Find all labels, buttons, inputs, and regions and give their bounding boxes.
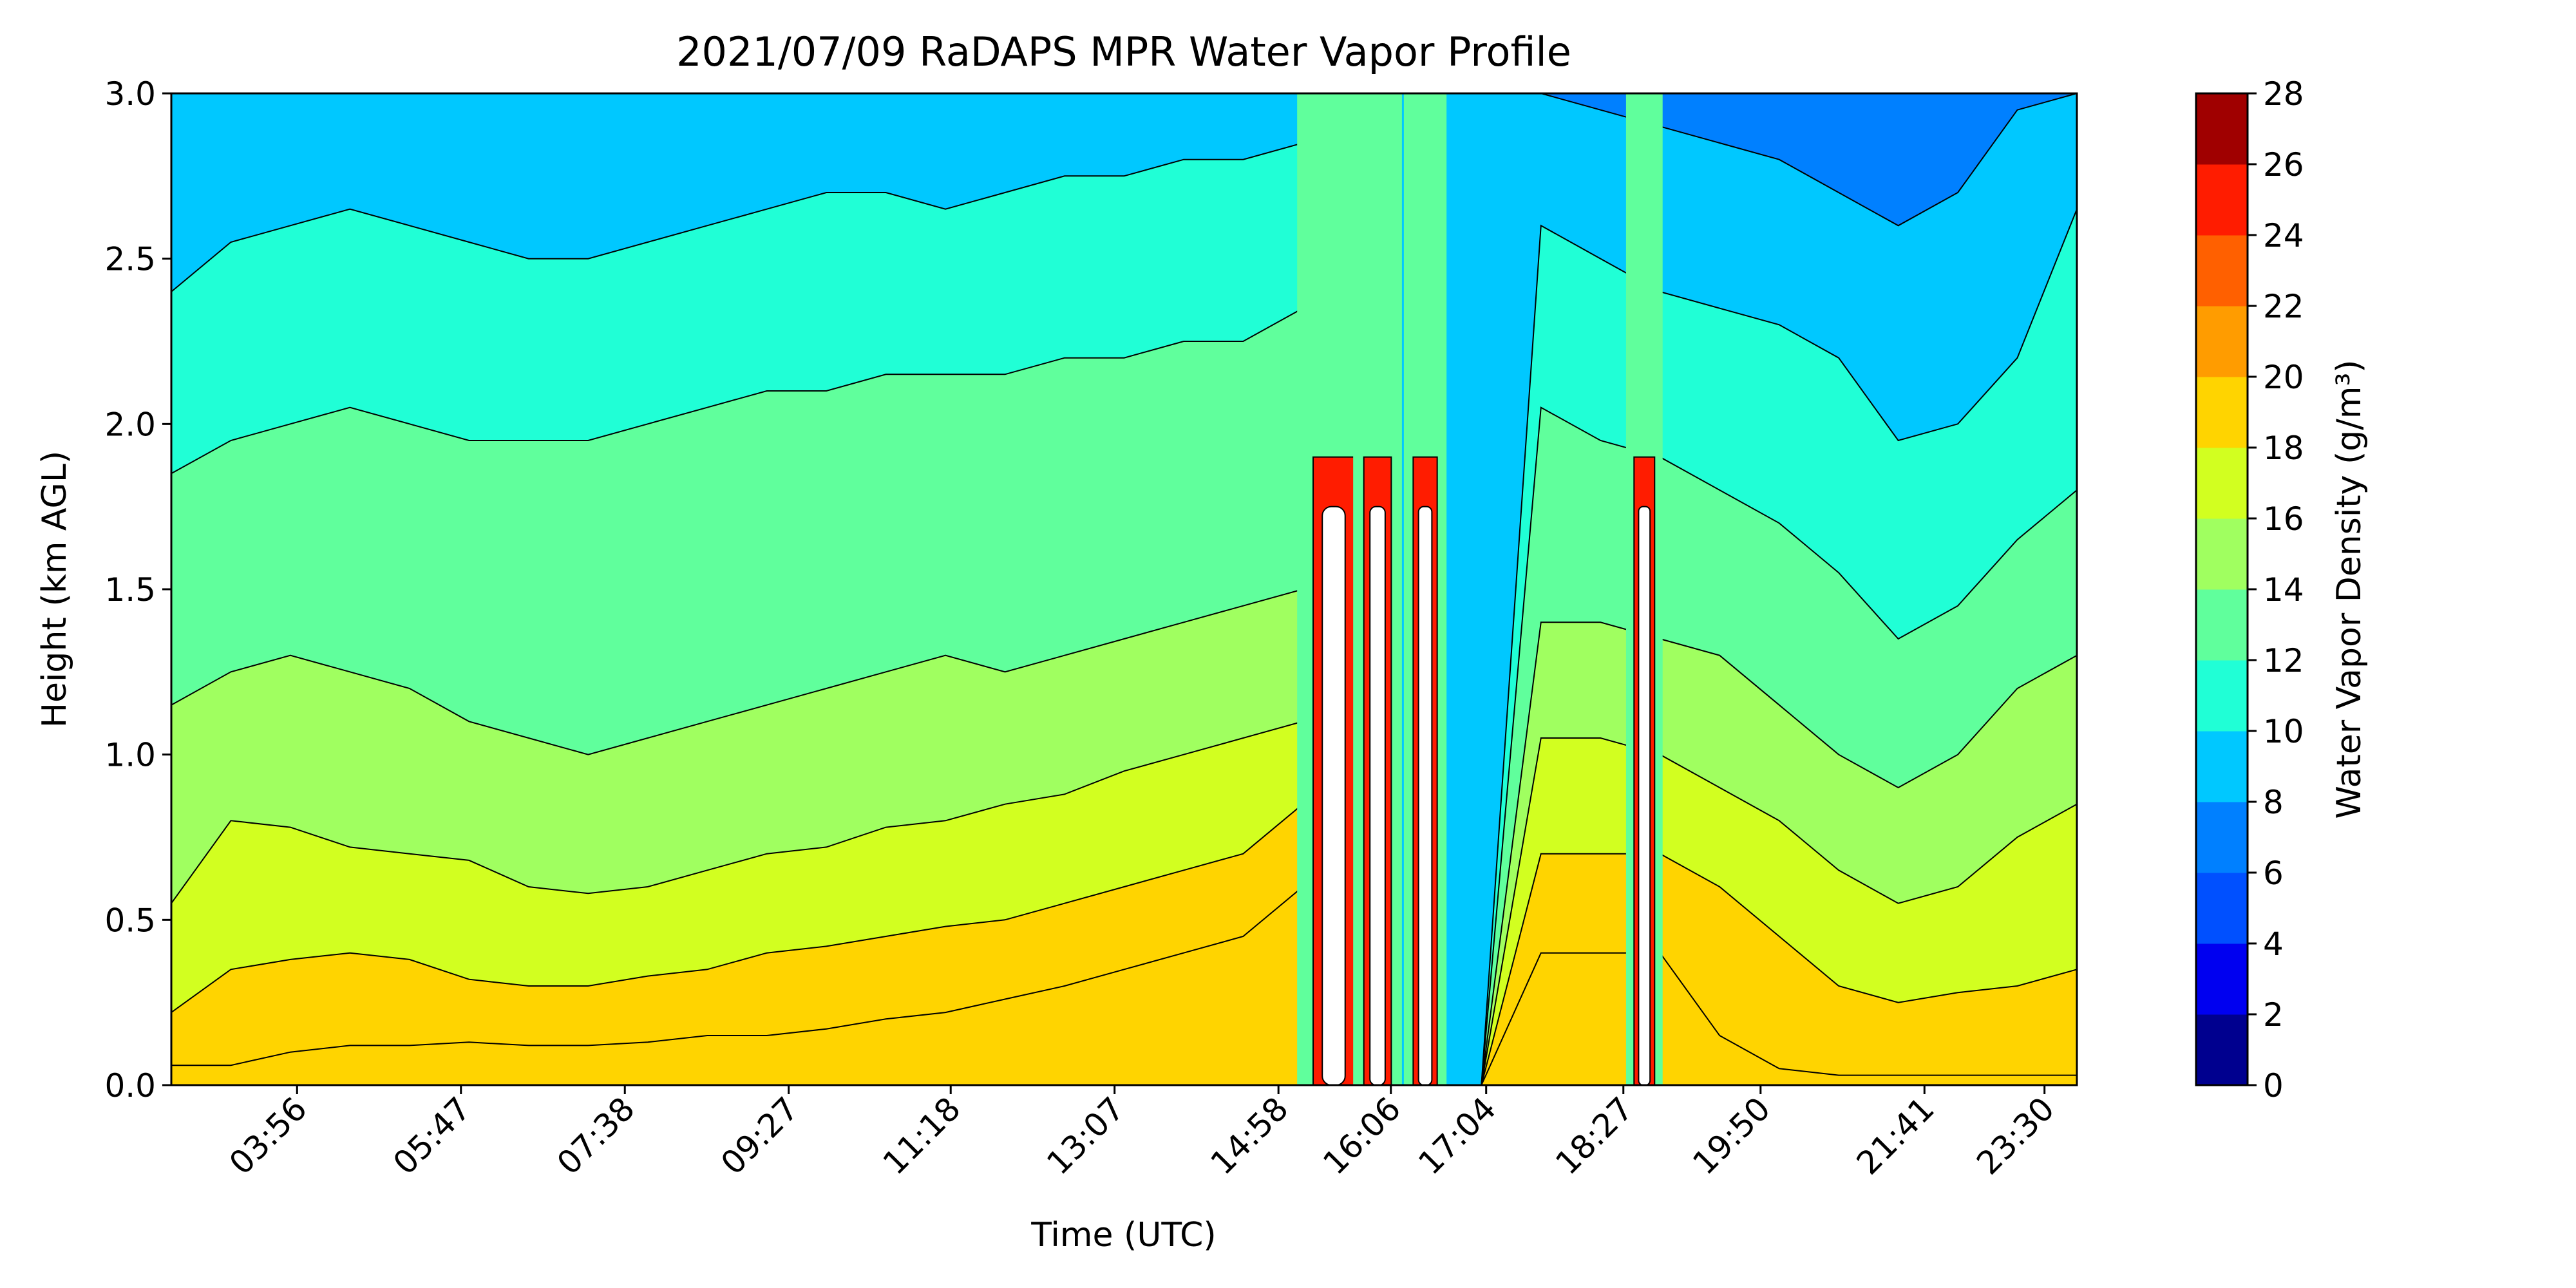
colorbar-tick-label: 12 — [2263, 642, 2304, 679]
x-tick-label: 07:38 — [550, 1090, 642, 1182]
colorbar-swatch — [2196, 1014, 2248, 1086]
contour-lines — [171, 93, 2078, 1086]
x-tick-label: 14:58 — [1204, 1090, 1296, 1182]
x-tick-label: 11:18 — [876, 1090, 968, 1182]
colorbar-swatch — [2196, 943, 2248, 1015]
y-axis-label: Height (km AGL) — [35, 451, 74, 728]
colorbar-tick-label: 4 — [2263, 925, 2284, 963]
colorbar-tick-label: 0 — [2263, 1067, 2284, 1104]
colorbar-swatch — [2196, 731, 2248, 802]
y-axis: 0.0 0.5 1.0 1.5 2.0 2.5 3.0 — [104, 75, 171, 1104]
colorbar-tick-label: 8 — [2263, 784, 2284, 821]
colorbar-swatch — [2196, 660, 2248, 732]
colorbar-swatch — [2196, 873, 2248, 944]
y-tick-label: 0.0 — [104, 1067, 156, 1104]
y-tick-label: 0.5 — [104, 902, 156, 939]
contour-10 — [171, 142, 2078, 1086]
colorbar-tick-label: 26 — [2263, 146, 2304, 184]
x-tick-label: 23:30 — [1969, 1090, 2061, 1182]
chart-title: 2021/07/09 RaDAPS MPR Water Vapor Profil… — [676, 28, 1571, 75]
colorbar-swatch — [2196, 518, 2248, 590]
x-tick-label: 19:50 — [1685, 1090, 1777, 1182]
colorbar-tick-label: 28 — [2263, 75, 2304, 113]
x-tick-label: 05:47 — [386, 1090, 478, 1182]
spike-gap-0 — [1321, 506, 1346, 1086]
contour-16 — [171, 721, 2078, 1086]
y-tick-label: 2.0 — [104, 406, 156, 443]
colorbar-swatch — [2196, 164, 2248, 236]
colorbar-swatch — [2196, 235, 2248, 307]
colorbar-tick-label: 20 — [2263, 359, 2304, 396]
x-tick-label: 03:56 — [222, 1090, 314, 1182]
colorbar-tick-label: 16 — [2263, 500, 2304, 538]
colorbar-swatch — [2196, 377, 2248, 448]
colorbar-frame — [2195, 92, 2249, 1086]
y-tick-label: 1.0 — [104, 737, 156, 774]
y-tick-label: 2.5 — [104, 241, 156, 278]
colorbar-tick-label: 18 — [2263, 430, 2304, 467]
spike-gap-2 — [1417, 506, 1433, 1086]
x-tick-label: 18:27 — [1548, 1090, 1640, 1182]
colorbar-tick-label: 24 — [2263, 217, 2304, 254]
rain-spikes — [1297, 93, 1663, 1086]
spike-gap-3 — [1638, 506, 1651, 1086]
colorbar-tick-label: 22 — [2263, 288, 2304, 325]
x-tick-label: 17:04 — [1411, 1090, 1503, 1182]
contour-14 — [171, 588, 2078, 1086]
colorbar-swatch — [2196, 448, 2248, 519]
colorbar-tick-label: 6 — [2263, 855, 2284, 892]
y-tick-label: 1.5 — [104, 571, 156, 609]
contour-18 — [171, 802, 2078, 1086]
spike-gap-1 — [1369, 506, 1386, 1086]
colorbar-tick-label: 10 — [2263, 713, 2304, 750]
x-tick-label: 16:06 — [1316, 1090, 1408, 1182]
colorbar-tick-label: 14 — [2263, 571, 2304, 609]
colorbar-tick-label: 2 — [2263, 996, 2284, 1034]
x-axis-label: Time (UTC) — [1030, 1216, 1216, 1255]
x-axis: 03:56 05:47 07:38 09:27 11:18 13:07 14:58 16:06… — [222, 1085, 2061, 1182]
band-below-8 — [171, 93, 2077, 226]
x-tick-label: 21:41 — [1850, 1090, 1942, 1182]
colorbar-swatch — [2196, 589, 2248, 661]
x-tick-label: 09:27 — [714, 1090, 806, 1182]
y-tick-label: 3.0 — [104, 75, 156, 113]
colorbar-swatch — [2196, 802, 2248, 873]
colorbar-swatch — [2196, 93, 2248, 165]
colorbar-label: Water Vapor Density (g/m³) — [2330, 359, 2369, 819]
colorbar-swatch — [2196, 306, 2248, 377]
x-tick-label: 13:07 — [1039, 1090, 1132, 1182]
contour-20 — [171, 886, 2077, 1086]
plot-area — [171, 93, 2077, 1085]
contour-12 — [171, 307, 2078, 1086]
band-below-12 — [171, 93, 2077, 1085]
